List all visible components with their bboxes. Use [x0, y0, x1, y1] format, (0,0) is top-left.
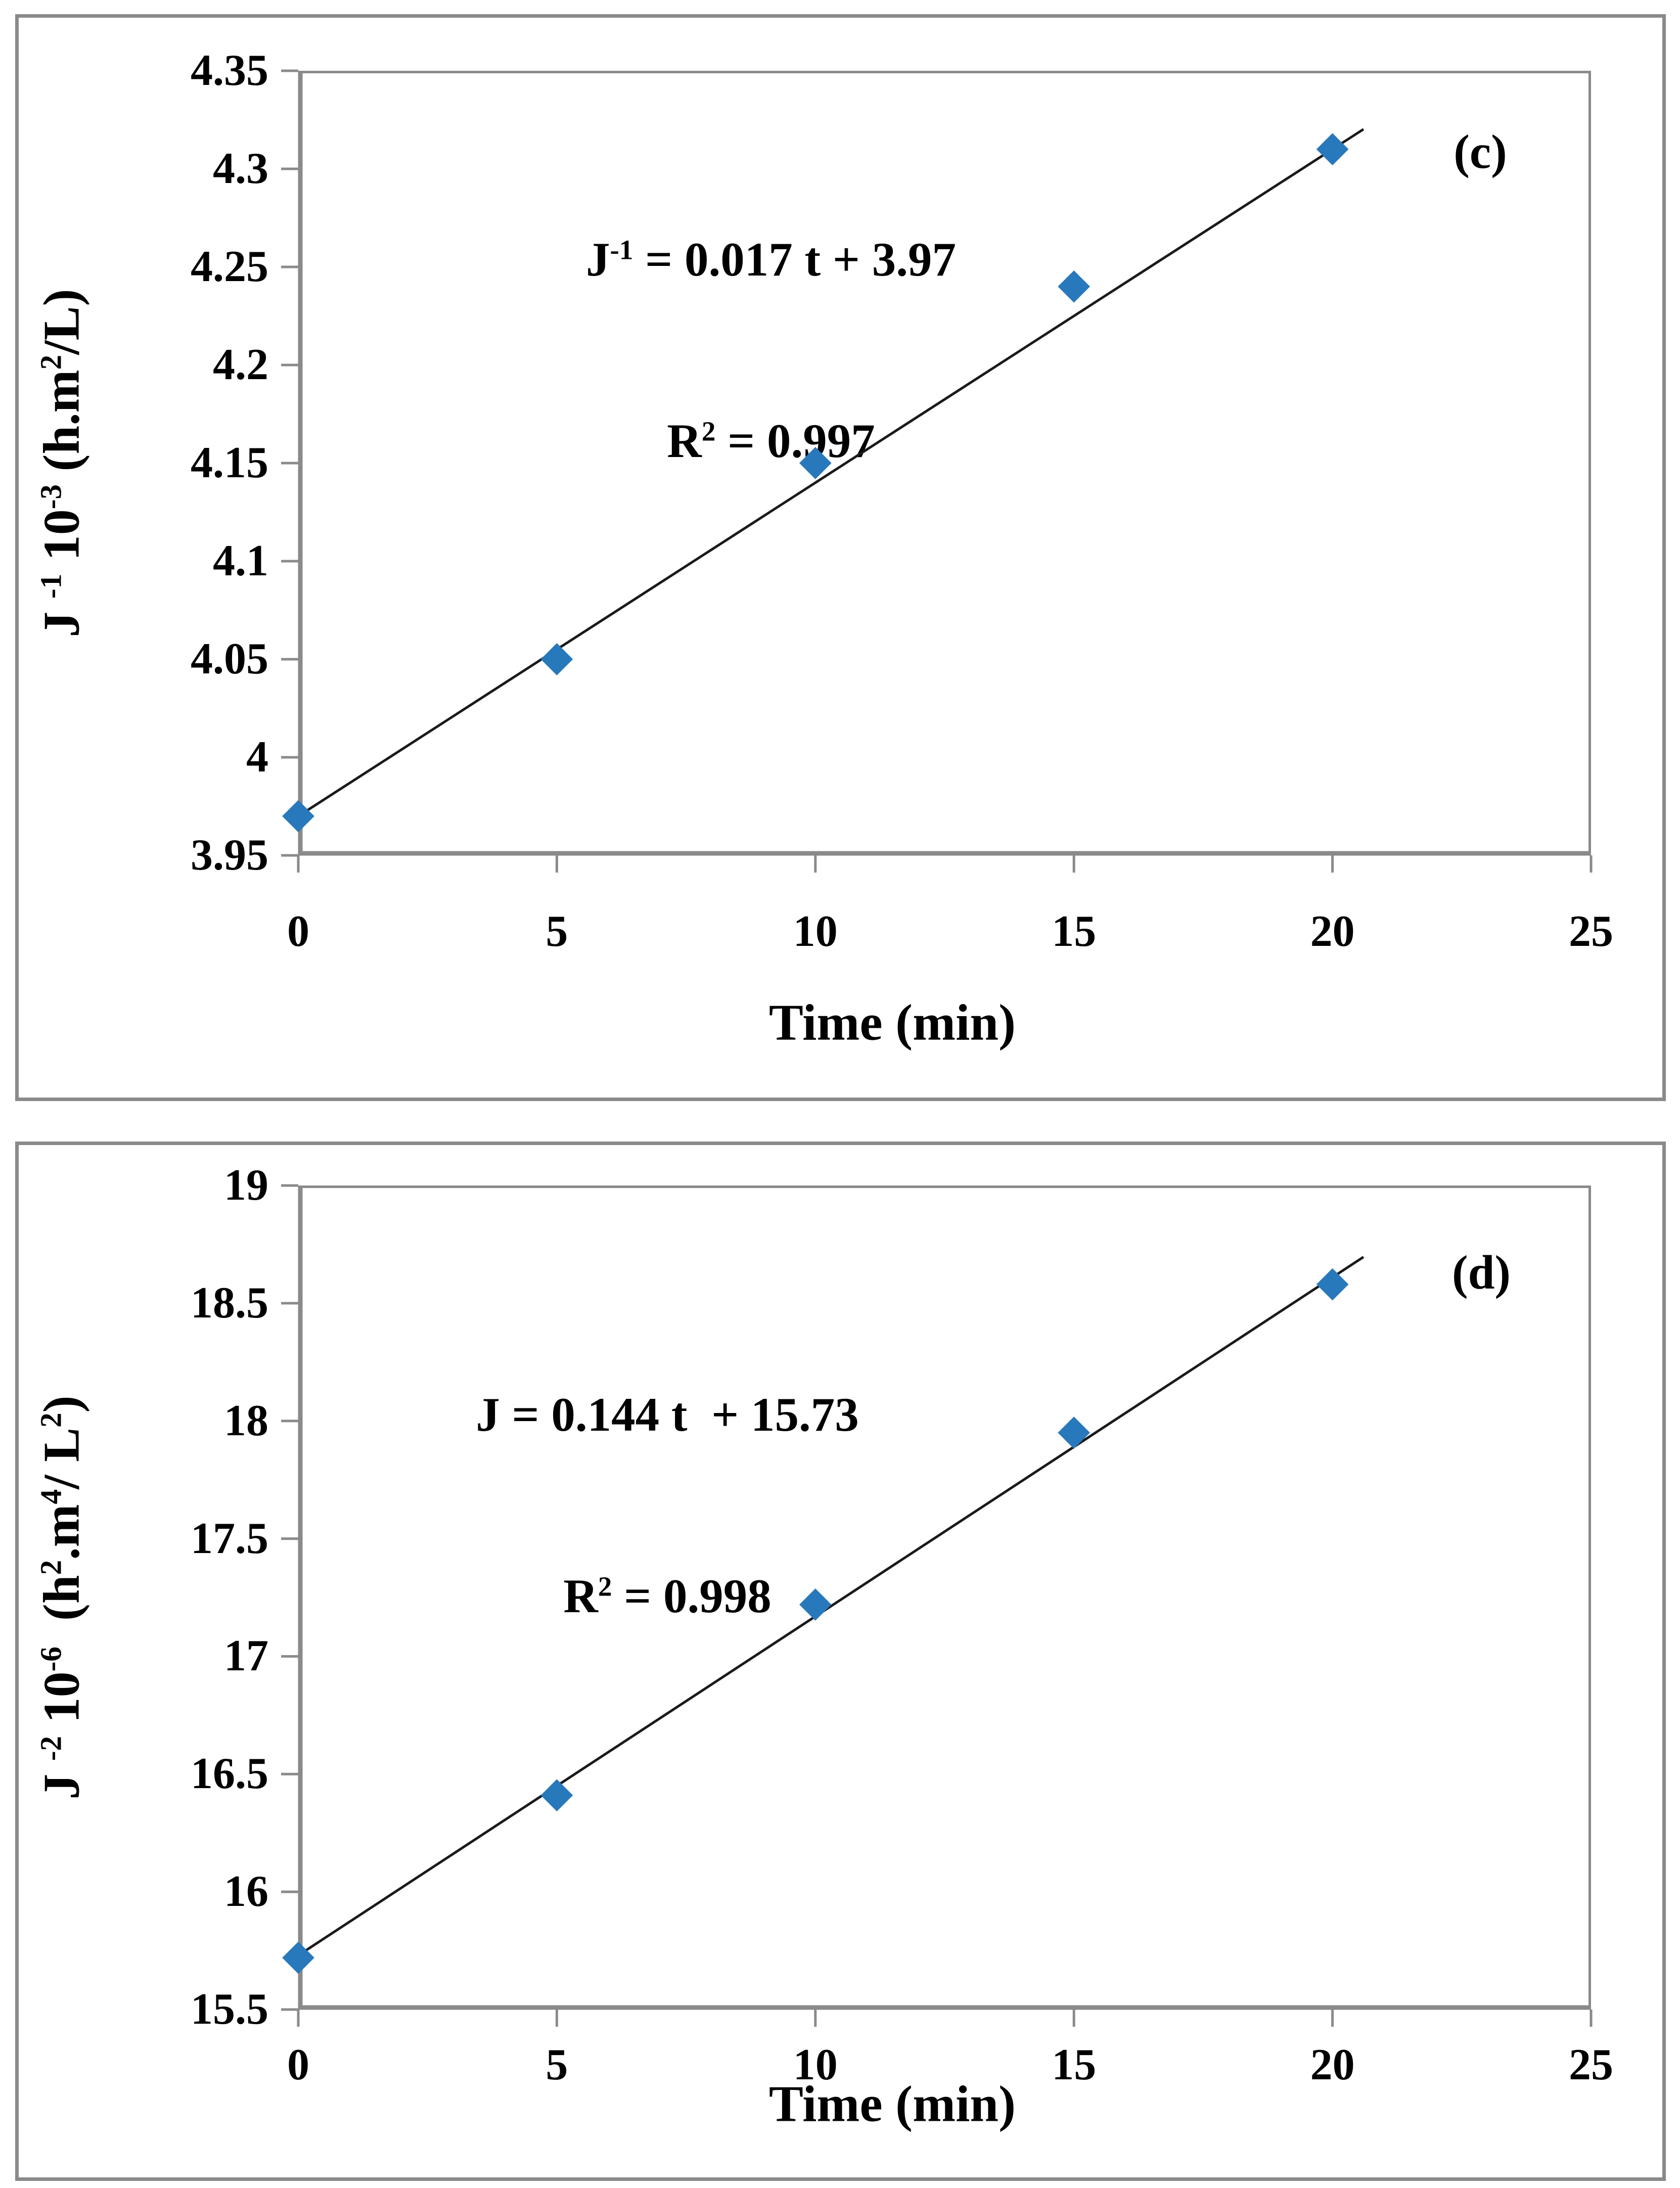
y-axis-title-d: J -2 10-6 (h2.m4/ L2)	[32, 1395, 92, 1799]
panel-c	[15, 14, 1666, 1101]
superscript-text: -3	[34, 484, 68, 510]
plot-border	[298, 71, 1591, 855]
y-tick-label: 4.15	[191, 438, 268, 487]
x-tick-label: 0	[287, 2040, 309, 2089]
text-fragment: 10	[33, 509, 90, 574]
text-fragment: .m	[33, 1504, 90, 1560]
y-tick-label: 19	[224, 1161, 268, 1210]
text-fragment: /L)	[33, 289, 90, 355]
x-tick-label: 25	[1569, 2040, 1613, 2089]
text-fragment: J	[585, 233, 610, 287]
text-fragment: J	[33, 599, 90, 637]
y-tick-label: 15.5	[191, 1985, 268, 2034]
equation-d-line2: R2 = 0.998	[313, 1566, 1021, 1627]
text-fragment: (h	[33, 1575, 90, 1647]
text-fragment: / L	[33, 1427, 90, 1489]
text-fragment: R	[667, 414, 702, 468]
y-tick-label: 16.5	[191, 1749, 268, 1799]
superscript-text: 2	[598, 1571, 612, 1602]
equation-c-line1: J-1 = 0.017 t + 3.97	[417, 230, 1125, 290]
x-tick-label: 15	[1052, 907, 1097, 956]
data-point-diamond	[1058, 270, 1091, 303]
data-point-diamond	[1058, 1417, 1091, 1449]
corner-label-c: (c)	[1454, 125, 1507, 178]
y-tick-label: 4	[246, 733, 268, 782]
x-tick-label: 5	[546, 907, 568, 956]
x-tick-label: 0	[287, 907, 309, 956]
data-point-diamond	[1316, 1268, 1349, 1301]
text-fragment: = 0.997	[715, 414, 875, 468]
chart-c-canvas	[281, 69, 1593, 873]
x-tick-label: 10	[793, 2040, 838, 2089]
equation-c: J-1 = 0.017 t + 3.97 R2 = 0.997	[417, 109, 1125, 593]
text-fragment: 10	[33, 1671, 90, 1736]
data-point-diamond	[540, 1779, 573, 1812]
chart-d-canvas	[281, 1184, 1593, 2027]
superscript-text: 2	[34, 1560, 68, 1575]
y-tick-label: 17	[224, 1631, 268, 1681]
x-tick-label: 20	[1310, 2040, 1355, 2089]
x-tick-label: 10	[793, 907, 838, 956]
text-fragment: = 0.998	[612, 1569, 771, 1623]
y-tick-label: 3.95	[191, 831, 268, 880]
y-tick-label: 4.35	[191, 46, 268, 95]
y-tick-label: 18	[224, 1396, 268, 1445]
corner-label-d: (d)	[1451, 1246, 1511, 1299]
superscript-text: 4	[34, 1489, 68, 1505]
text-fragment: R	[563, 1569, 598, 1623]
superscript-text: -6	[34, 1647, 68, 1672]
trendline	[297, 128, 1365, 817]
data-point-diamond	[799, 1588, 832, 1621]
trendline	[297, 1256, 1365, 1956]
x-tick-label: 15	[1052, 2040, 1097, 2089]
x-tick-label: 25	[1569, 907, 1613, 956]
y-tick-label: 18.5	[191, 1278, 268, 1328]
text-fragment: = 0.017 t + 3.97	[633, 233, 957, 287]
x-axis-title-d: Time (min)	[768, 2075, 1016, 2133]
y-tick-label: 16	[224, 1867, 268, 1917]
data-point-diamond	[1316, 133, 1349, 166]
y-tick-label: 4.2	[213, 340, 268, 389]
y-tick-label: 4.1	[213, 536, 268, 585]
superscript-text: -1	[34, 573, 68, 599]
superscript-text: -1	[610, 234, 633, 265]
superscript-text: 2	[34, 354, 68, 370]
y-tick-label: 4.25	[191, 242, 268, 291]
text-fragment: )	[33, 1395, 90, 1413]
text-fragment: (h.m	[33, 370, 90, 485]
y-tick-label: 17.5	[191, 1514, 268, 1563]
y-axis-title-c: J -1 10-3 (h.m2/L)	[32, 289, 92, 637]
plot-border	[298, 1186, 1591, 2010]
x-tick-label: 5	[546, 2040, 568, 2089]
text-fragment: J	[33, 1761, 90, 1800]
x-tick-label: 20	[1310, 907, 1355, 956]
superscript-text: 2	[701, 416, 716, 447]
x-axis-title-c: Time (min)	[768, 994, 1016, 1052]
data-point-diamond	[282, 800, 314, 833]
equation-d: J = 0.144 t + 15.73 R2 = 0.998	[313, 1264, 1021, 1748]
superscript-text: -2	[34, 1736, 68, 1761]
equation-c-line2: R2 = 0.997	[417, 411, 1125, 472]
y-tick-label: 4.3	[213, 144, 268, 193]
data-point-diamond	[540, 643, 573, 675]
y-tick-label: 4.05	[191, 634, 268, 683]
text-fragment: J = 0.144 t + 15.73	[476, 1388, 859, 1442]
equation-d-line1: J = 0.144 t + 15.73	[313, 1385, 1021, 1445]
superscript-text: 2	[34, 1412, 68, 1428]
data-point-diamond	[282, 1941, 314, 1974]
